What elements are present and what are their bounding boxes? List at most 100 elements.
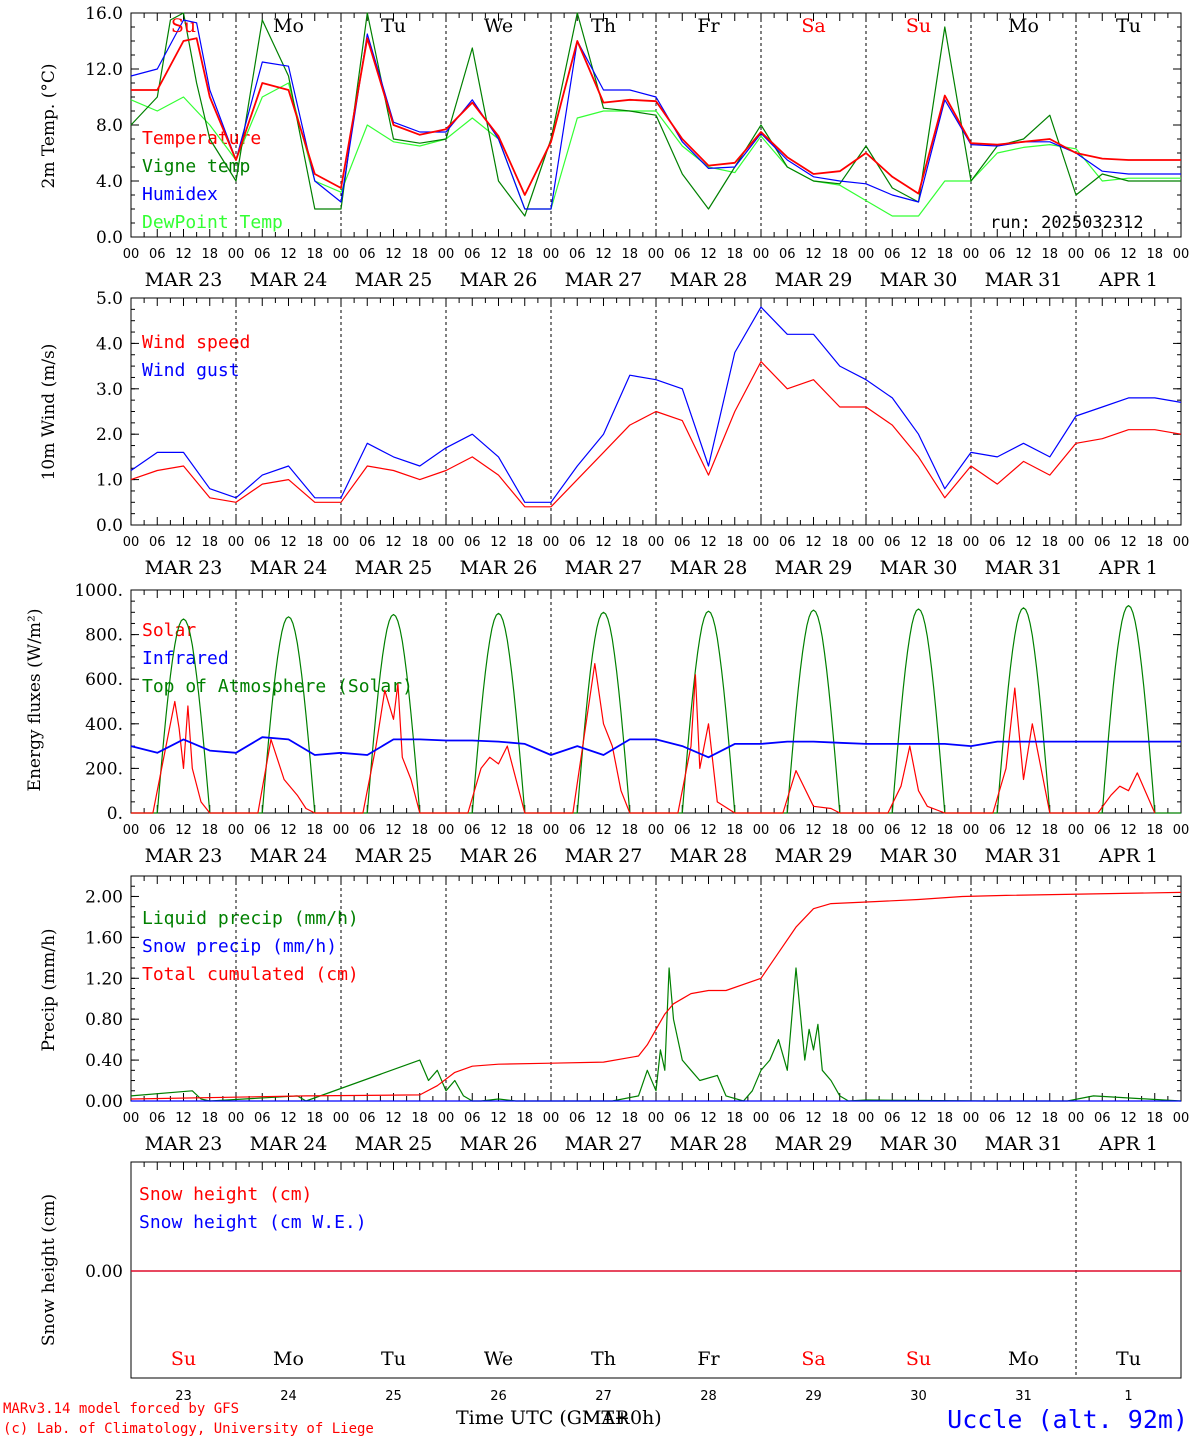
hour-tick-label: 06: [884, 247, 901, 262]
hour-tick-label: 00: [438, 247, 455, 262]
hour-tick-label: 00: [543, 535, 560, 550]
hour-tick-label: 18: [726, 247, 743, 262]
weekday-label: Tu: [381, 1348, 406, 1370]
snow-ylabel: Snow height (cm): [39, 1194, 59, 1346]
hour-tick-label: 12: [700, 247, 717, 262]
hour-tick-label: 06: [1094, 247, 1111, 262]
hour-tick-label: 06: [569, 247, 586, 262]
hour-tick-label: 06: [674, 823, 691, 838]
hour-tick-label: 12: [595, 535, 612, 550]
hour-tick-label: 12: [1120, 535, 1137, 550]
hour-tick-label: 12: [175, 1111, 192, 1126]
hour-tick-label: 12: [805, 823, 822, 838]
y-tick-label: 0.80: [85, 1010, 123, 1030]
y-tick-label: 1.20: [85, 969, 123, 989]
hour-tick-label: 00: [543, 247, 560, 262]
date-label: MAR 28: [670, 1133, 748, 1155]
hour-tick-label: 00: [228, 247, 245, 262]
hour-tick-label: 18: [621, 1111, 638, 1126]
y-tick-label: 5.0: [96, 289, 123, 309]
legend-toa-solar: Top of Atmosphere (Solar): [142, 676, 413, 697]
legend-infrared: Infrared: [142, 648, 229, 669]
hour-tick-label: 18: [516, 247, 533, 262]
weekday-label: Fr: [697, 1348, 720, 1370]
hour-tick-label: 06: [674, 247, 691, 262]
y-tick-label: 600.: [85, 670, 123, 690]
hour-tick-label: 06: [884, 1111, 901, 1126]
hour-tick-label: 00: [1173, 247, 1190, 262]
series-line: [130, 82, 1181, 217]
hour-tick-label: 18: [1041, 1111, 1058, 1126]
hour-tick-label: 18: [1041, 823, 1058, 838]
date-label: MAR 25: [355, 557, 433, 579]
hour-tick-label: 18: [516, 535, 533, 550]
legend-temperature: Temperature: [142, 128, 261, 149]
date-label: MAR 28: [670, 269, 748, 291]
hour-tick-label: 12: [385, 247, 402, 262]
hour-tick-label: 00: [123, 823, 140, 838]
weekday-label: Th: [591, 1348, 616, 1370]
hour-tick-label: 18: [831, 823, 848, 838]
hour-tick-label: 06: [569, 1111, 586, 1126]
hour-tick-label: 18: [201, 1111, 218, 1126]
hour-tick-label: 12: [595, 247, 612, 262]
date-label: MAR 30: [880, 1133, 958, 1155]
hour-tick-label: 06: [674, 535, 691, 550]
panel-1-plot: [130, 297, 1182, 526]
energy-ylabel: Energy fluxes (W/m²): [25, 609, 45, 792]
date-label: MAR 28: [670, 845, 748, 867]
legend-snow-precip: Snow precip (mm/h): [142, 936, 337, 957]
hour-tick-label: 00: [963, 535, 980, 550]
legend-vigne-temp: Vigne temp: [142, 156, 250, 177]
hour-tick-label: 00: [1173, 823, 1190, 838]
hour-tick-label: 00: [123, 535, 140, 550]
hour-tick-label: 12: [490, 535, 507, 550]
hour-tick-label: 00: [753, 1111, 770, 1126]
hour-tick-label: 12: [175, 247, 192, 262]
hour-tick-label: 12: [1120, 823, 1137, 838]
hour-tick-label: 18: [621, 823, 638, 838]
weekday-label: Su: [171, 15, 196, 37]
hour-tick-label: 12: [385, 823, 402, 838]
date-label: MAR 28: [670, 557, 748, 579]
date-label: MAR 26: [460, 557, 538, 579]
weekday-label: Su: [906, 1348, 931, 1370]
date-label: MAR 25: [355, 1133, 433, 1155]
hour-tick-label: 18: [306, 1111, 323, 1126]
legend-wind-gust: Wind gust: [142, 360, 240, 381]
footer: MARv3.14 model forced by GFS (c) Lab. of…: [3, 1401, 1188, 1437]
footer-station: Uccle (alt. 92m): [947, 1405, 1188, 1434]
hour-tick-label: 06: [884, 535, 901, 550]
hour-tick-label: 18: [726, 1111, 743, 1126]
hour-tick-label: 18: [306, 823, 323, 838]
hour-tick-label: 00: [648, 1111, 665, 1126]
series-line: [130, 361, 1182, 508]
hour-tick-label: 18: [726, 823, 743, 838]
hour-tick-label: 18: [1146, 1111, 1163, 1126]
hour-tick-label: 00: [1173, 1111, 1190, 1126]
hour-tick-label: 18: [1146, 535, 1163, 550]
hour-tick-label: 12: [490, 1111, 507, 1126]
weekday-label: Mo: [1008, 15, 1039, 37]
hour-tick-label: 00: [123, 247, 140, 262]
hour-tick-label: 06: [149, 823, 166, 838]
date-label: MAR 24: [250, 845, 328, 867]
hour-tick-label: 12: [805, 247, 822, 262]
hour-tick-label: 18: [411, 1111, 428, 1126]
hour-tick-label: 06: [779, 535, 796, 550]
hour-tick-label: 00: [123, 1111, 140, 1126]
date-label: MAR 24: [250, 269, 328, 291]
hour-tick-label: 12: [910, 1111, 927, 1126]
hour-tick-label: 00: [753, 823, 770, 838]
hour-tick-label: 00: [648, 247, 665, 262]
hour-tick-label: 06: [464, 247, 481, 262]
hour-tick-label: 18: [411, 535, 428, 550]
temp-run-label: run: 2025032312: [990, 213, 1144, 233]
hour-tick-label: 12: [1120, 247, 1137, 262]
legend-snow-height-we: Snow height (cm W.E.): [139, 1212, 367, 1233]
date-label: MAR 26: [460, 269, 538, 291]
hour-tick-label: 18: [516, 823, 533, 838]
hour-tick-label: 18: [726, 535, 743, 550]
date-label: MAR 31: [985, 1133, 1063, 1155]
